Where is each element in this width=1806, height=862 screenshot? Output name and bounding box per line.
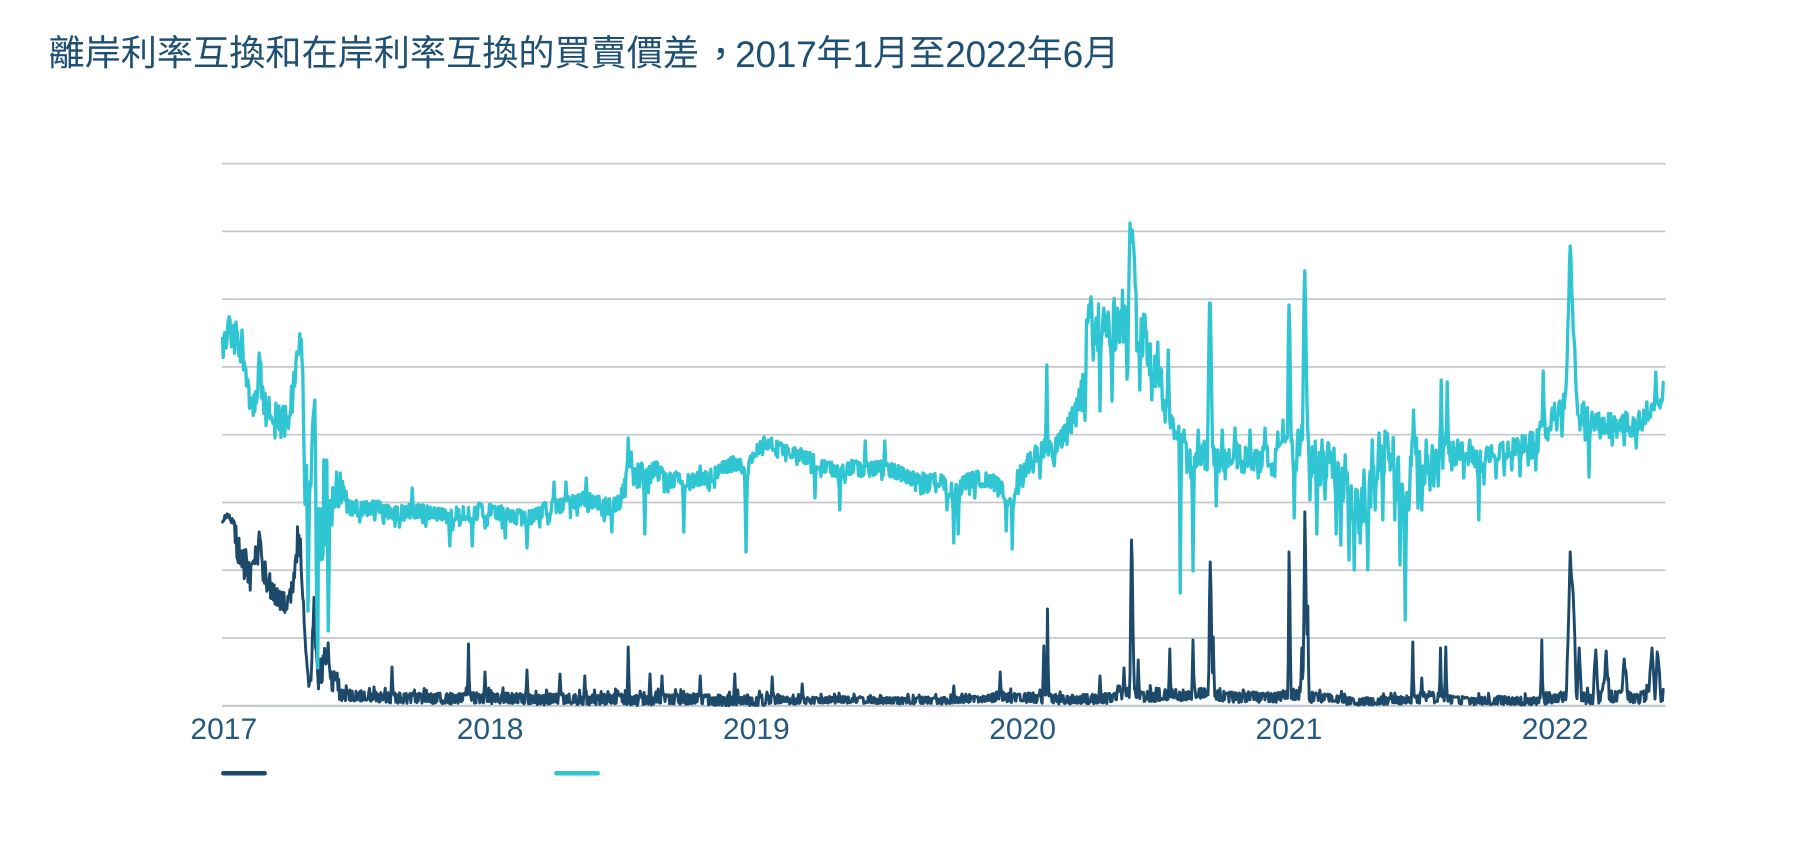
svg-text:2019: 2019	[723, 713, 790, 746]
svg-text:2020: 2020	[989, 713, 1056, 746]
svg-text:2017: 2017	[190, 713, 257, 746]
svg-text:2022: 2022	[1522, 713, 1589, 746]
svg-text:2021: 2021	[1256, 713, 1323, 746]
svg-text:2018: 2018	[457, 713, 524, 746]
